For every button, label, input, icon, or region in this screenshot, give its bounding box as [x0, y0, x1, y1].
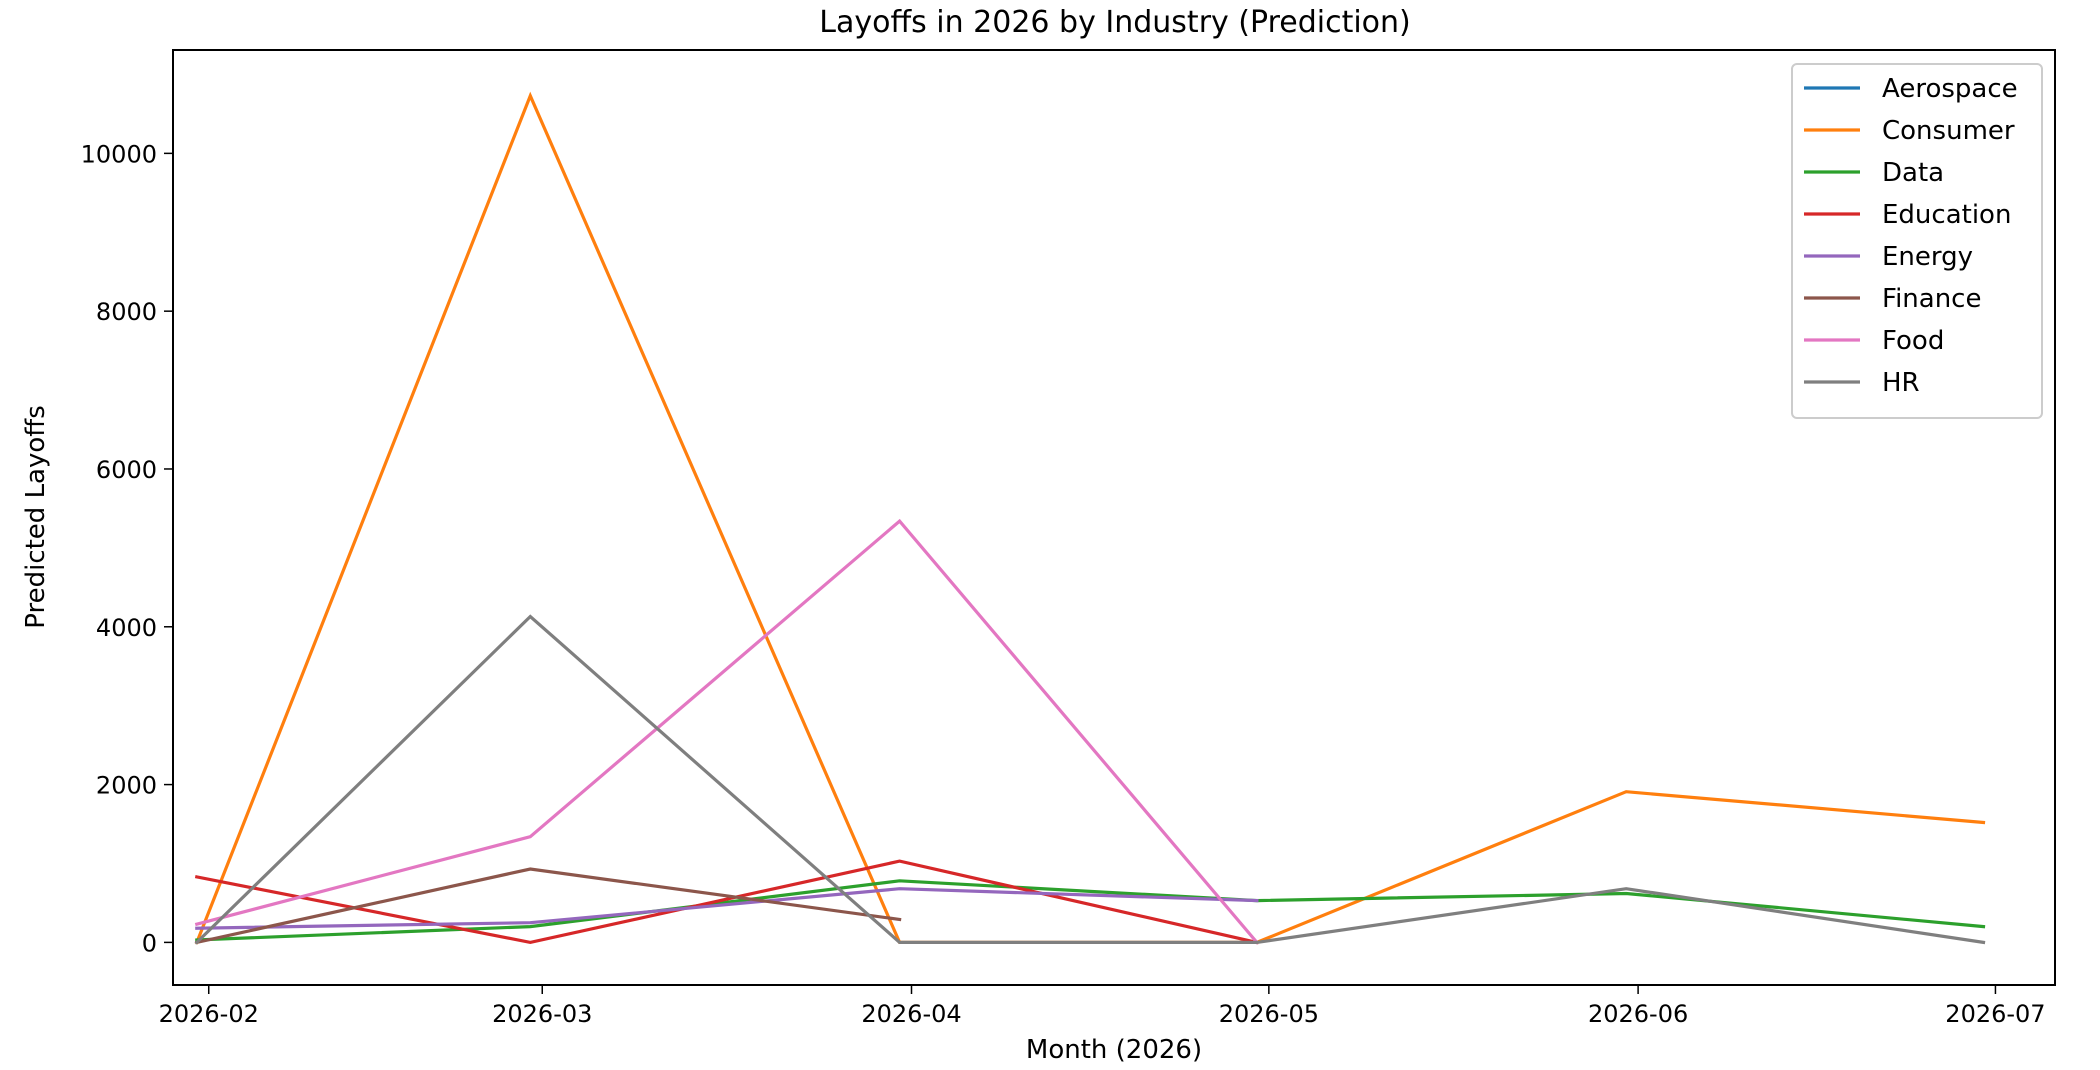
legend-label: Education [1882, 200, 2011, 230]
x-axis: 2026-02 2026-03 2026-04 2026-05 2026-06 2026-… [159, 985, 2046, 1028]
x-axis-label: Month (2026) [1026, 1035, 1202, 1065]
series-line-education [194, 859, 1259, 945]
y-tick-label: 0 [142, 929, 157, 957]
series-line-food [194, 518, 1260, 945]
legend: Aerospace Consumer Data Education Energy Fina… [1791, 63, 2043, 419]
x-tick-label: 2026-05 [1219, 1000, 1319, 1028]
y-tick-label: 4000 [96, 614, 157, 642]
y-tick-label: 8000 [96, 298, 157, 326]
series-line-energy [195, 887, 1259, 930]
plot-frame [172, 49, 2056, 986]
legend-label: Finance [1882, 284, 1981, 314]
legend-label: Energy [1882, 242, 1973, 272]
legend-label: Data [1882, 158, 1944, 188]
series-line-finance [194, 867, 902, 945]
legend-label: HR [1882, 368, 1920, 398]
y-axis-label: Predicted Layoffs [21, 405, 51, 629]
x-tick-label: 2026-03 [492, 1000, 592, 1028]
legend-label: Consumer [1882, 116, 2015, 146]
legend-label: Food [1882, 326, 1944, 356]
series-line-hr [194, 614, 1986, 945]
x-tick-label: 2026-06 [1588, 1000, 1688, 1028]
legend-label: Aerospace [1882, 74, 2018, 104]
x-tick-label: 2026-04 [861, 1000, 961, 1028]
y-tick-label: 10000 [81, 140, 157, 168]
chart-title: Layoffs in 2026 by Industry (Prediction) [819, 5, 1411, 40]
y-tick-label: 6000 [96, 456, 157, 484]
series-lines [194, 91, 1986, 945]
x-tick-label: 2026-07 [1945, 1000, 2045, 1028]
y-tick-label: 2000 [96, 772, 157, 800]
y-axis: 0 2000 4000 6000 8000 10000 [81, 140, 173, 957]
x-tick-label: 2026-02 [159, 1000, 259, 1028]
series-line-consumer [194, 91, 1986, 945]
legend-box [1791, 63, 2043, 419]
